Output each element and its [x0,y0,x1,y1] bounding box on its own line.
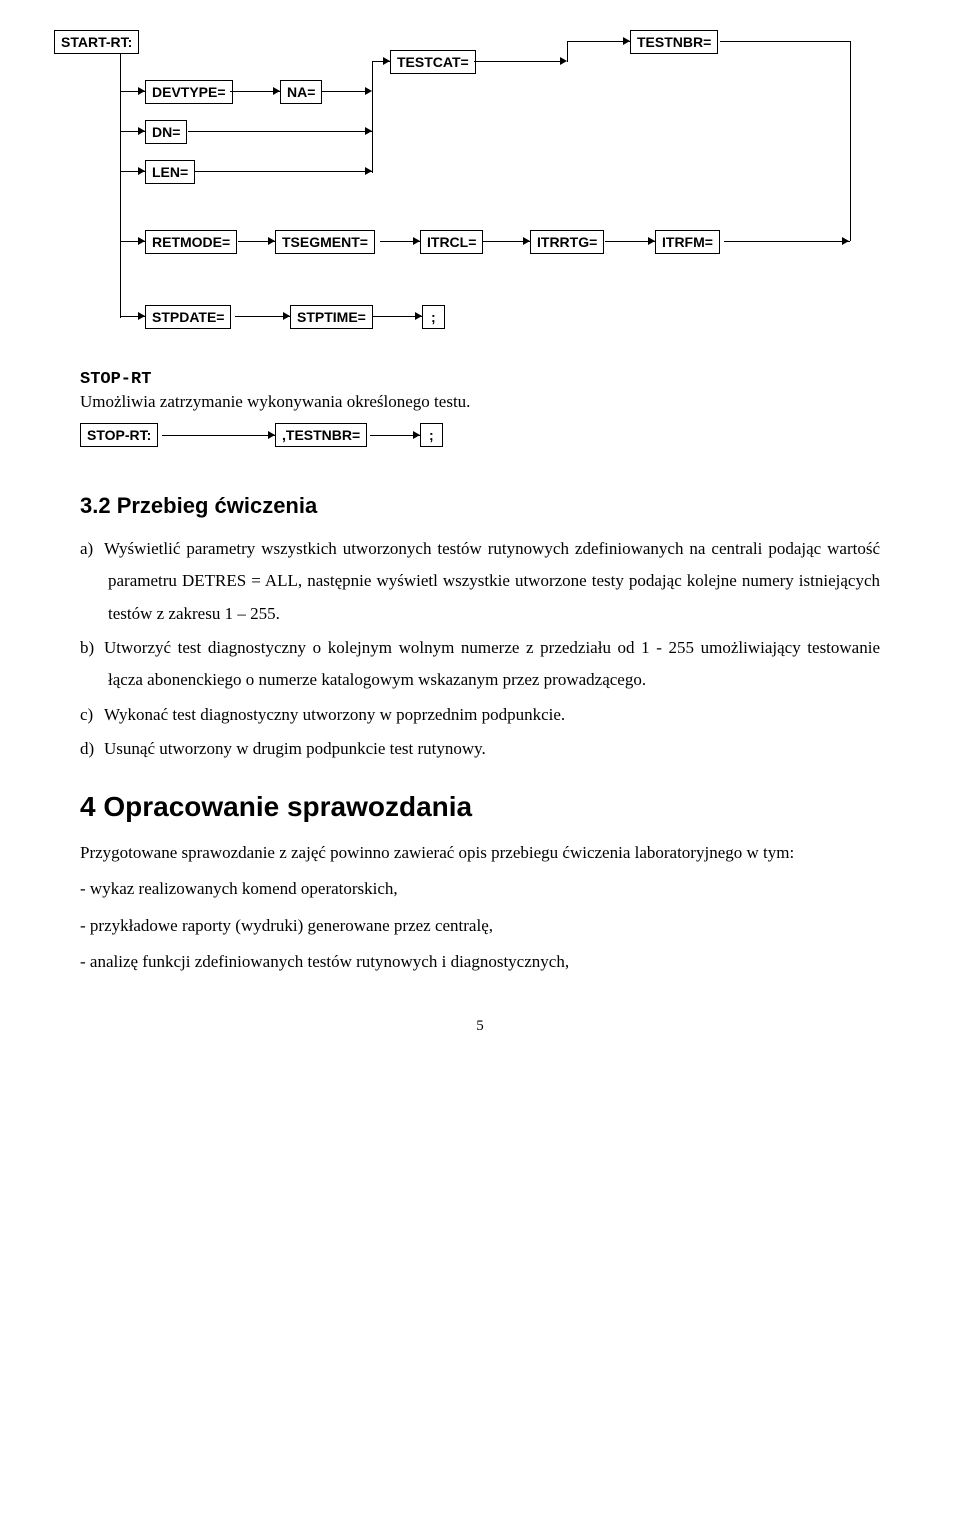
box-retmode: RETMODE= [145,230,237,254]
stop-rt-description: Umożliwia zatrzymanie wykonywania określ… [80,391,880,413]
box-stpdate: STPDATE= [145,305,231,329]
exercise-steps-list: a)Wyświetlić parametry wszystkich utworz… [80,533,880,765]
list-item: c)Wykonać test diagnostyczny utworzony w… [80,699,880,731]
bullet-1: - wykaz realizowanych komend operatorski… [80,873,880,905]
list-item: a)Wyświetlić parametry wszystkich utworz… [80,533,880,630]
list-item: d)Usunąć utworzony w drugim podpunkcie t… [80,733,880,765]
list-item: b)Utworzyć test diagnostyczny o kolejnym… [80,632,880,697]
item-b-text: Utworzyć test diagnostyczny o kolejnym w… [104,638,880,689]
box-testnbr2: ,TESTNBR= [275,423,367,447]
report-intro: Przygotowane sprawozdanie z zajęć powinn… [80,837,880,869]
box-itrfm: ITRFM= [655,230,720,254]
page-number: 5 [80,1018,880,1035]
section-3-2-title: 3.2 Przebieg ćwiczenia [80,493,880,519]
item-d-text: Usunąć utworzony w drugim podpunkcie tes… [104,739,486,758]
box-semicolon2: ; [420,423,443,447]
box-start-rt: START-RT: [54,30,139,54]
box-tsegment: TSEGMENT= [275,230,375,254]
box-devtype: DEVTYPE= [145,80,233,104]
item-c-text: Wykonać test diagnostyczny utworzony w p… [104,705,565,724]
item-a-text: Wyświetlić parametry wszystkich utworzon… [104,539,880,623]
box-na: NA= [280,80,322,104]
bullet-2: - przykładowe raporty (wydruki) generowa… [80,910,880,942]
box-len: LEN= [145,160,195,184]
start-rt-syntax-diagram: START-RT: TESTCAT= TESTNBR= DEVTYPE= NA=… [80,30,880,360]
box-semicolon: ; [422,305,445,329]
box-itrrtg: ITRRTG= [530,230,604,254]
stop-rt-label: STOP-RT [80,370,880,389]
stop-rt-syntax-diagram: STOP-RT: ,TESTNBR= ; [80,419,680,459]
box-testcat: TESTCAT= [390,50,476,74]
box-itrcl: ITRCL= [420,230,483,254]
box-stop-rt: STOP-RT: [80,423,158,447]
box-stptime: STPTIME= [290,305,373,329]
bullet-3: - analizę funkcji zdefiniowanych testów … [80,946,880,978]
box-testnbr: TESTNBR= [630,30,718,54]
section-4-title: 4 Opracowanie sprawozdania [80,791,880,823]
box-dn: DN= [145,120,187,144]
